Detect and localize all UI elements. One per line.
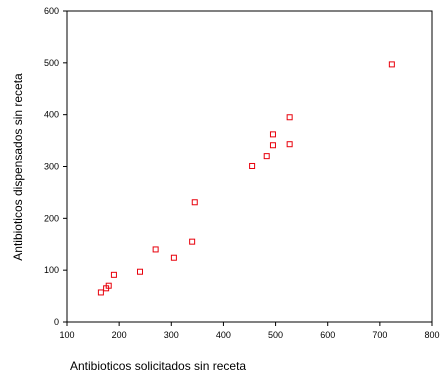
data-point <box>137 268 143 275</box>
y-axis-ticks: 0 100 200 300 400 500 600 <box>44 6 67 327</box>
data-point <box>105 282 112 289</box>
data-point <box>269 131 276 138</box>
data-points <box>97 61 395 296</box>
y-axis-label: Antibioticos dispensados sin receta <box>11 73 25 261</box>
x-tick-label: 600 <box>320 330 335 340</box>
data-point <box>286 141 293 148</box>
data-point <box>110 271 117 278</box>
y-tick-label: 100 <box>44 265 59 275</box>
x-tick-label: 100 <box>59 330 74 340</box>
data-point <box>263 153 270 160</box>
data-point <box>249 162 256 169</box>
y-tick-label: 400 <box>44 110 59 120</box>
data-point <box>170 254 177 261</box>
data-point <box>269 142 276 149</box>
x-tick-label: 800 <box>424 330 439 340</box>
data-point <box>191 199 198 206</box>
x-tick-label: 200 <box>112 330 127 340</box>
data-point <box>152 246 159 253</box>
y-tick-label: 500 <box>44 58 59 68</box>
x-tick-label: 400 <box>216 330 231 340</box>
y-tick-label: 0 <box>54 317 59 327</box>
data-point <box>388 61 395 68</box>
y-tick-label: 200 <box>44 213 59 223</box>
x-axis-label: Antibioticos solicitados sin receta <box>70 359 246 373</box>
y-tick-label: 600 <box>44 6 59 16</box>
data-point <box>286 114 293 121</box>
data-point <box>189 238 196 245</box>
data-point <box>97 289 104 296</box>
x-tick-label: 300 <box>164 330 179 340</box>
x-axis-ticks: 100 200 300 400 500 600 700 800 <box>59 322 440 340</box>
y-tick-label: 300 <box>44 162 59 172</box>
x-tick-label: 500 <box>268 330 283 340</box>
x-tick-label: 700 <box>372 330 387 340</box>
